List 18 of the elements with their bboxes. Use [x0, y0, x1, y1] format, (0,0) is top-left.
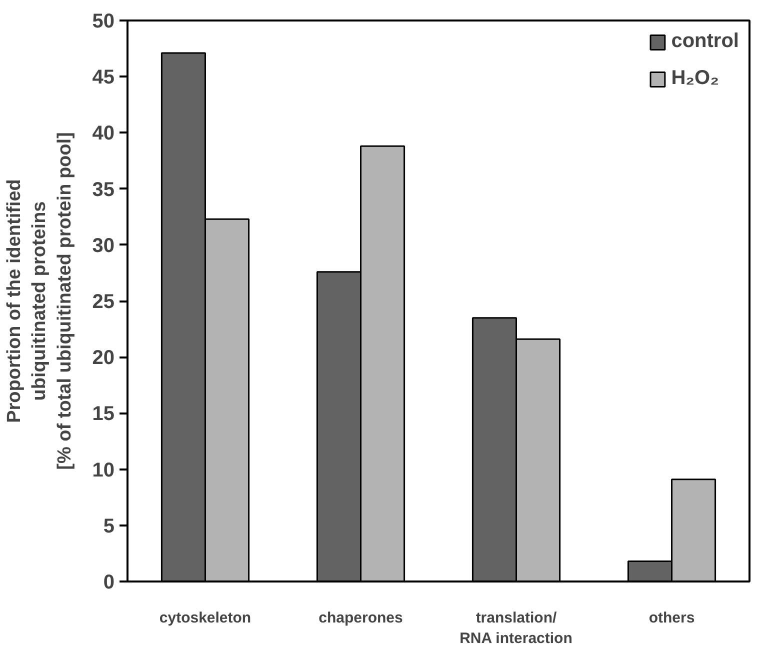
y-tick-label: 20	[92, 347, 115, 370]
y-tick-label: 5	[103, 515, 114, 538]
y-tick-label: 10	[92, 459, 115, 482]
x-tick-label: others	[648, 610, 695, 626]
y-axis-title: Proportion of the identified ubiquitinated proteins [% of total ubiquitinated protein pool]	[4, 132, 76, 470]
y-tick-label: 50	[92, 10, 115, 32]
x-tick-label: cytoskeleton	[159, 610, 252, 626]
legend-label: H₂O₂	[671, 67, 719, 90]
y-tick-label: 0	[103, 572, 114, 594]
y-tick-label: 35	[92, 178, 115, 201]
y-tick-label: 45	[92, 66, 115, 89]
y-tick-label: 15	[92, 403, 115, 426]
y-tick-label: 40	[92, 122, 115, 145]
x-tick-label: chaperones	[318, 610, 403, 626]
x-tick-label: translation/ RNA interaction	[460, 610, 572, 647]
y-tick-label: 30	[92, 234, 115, 257]
y-tick-label: 25	[92, 291, 115, 313]
legend-label: control	[671, 30, 739, 53]
